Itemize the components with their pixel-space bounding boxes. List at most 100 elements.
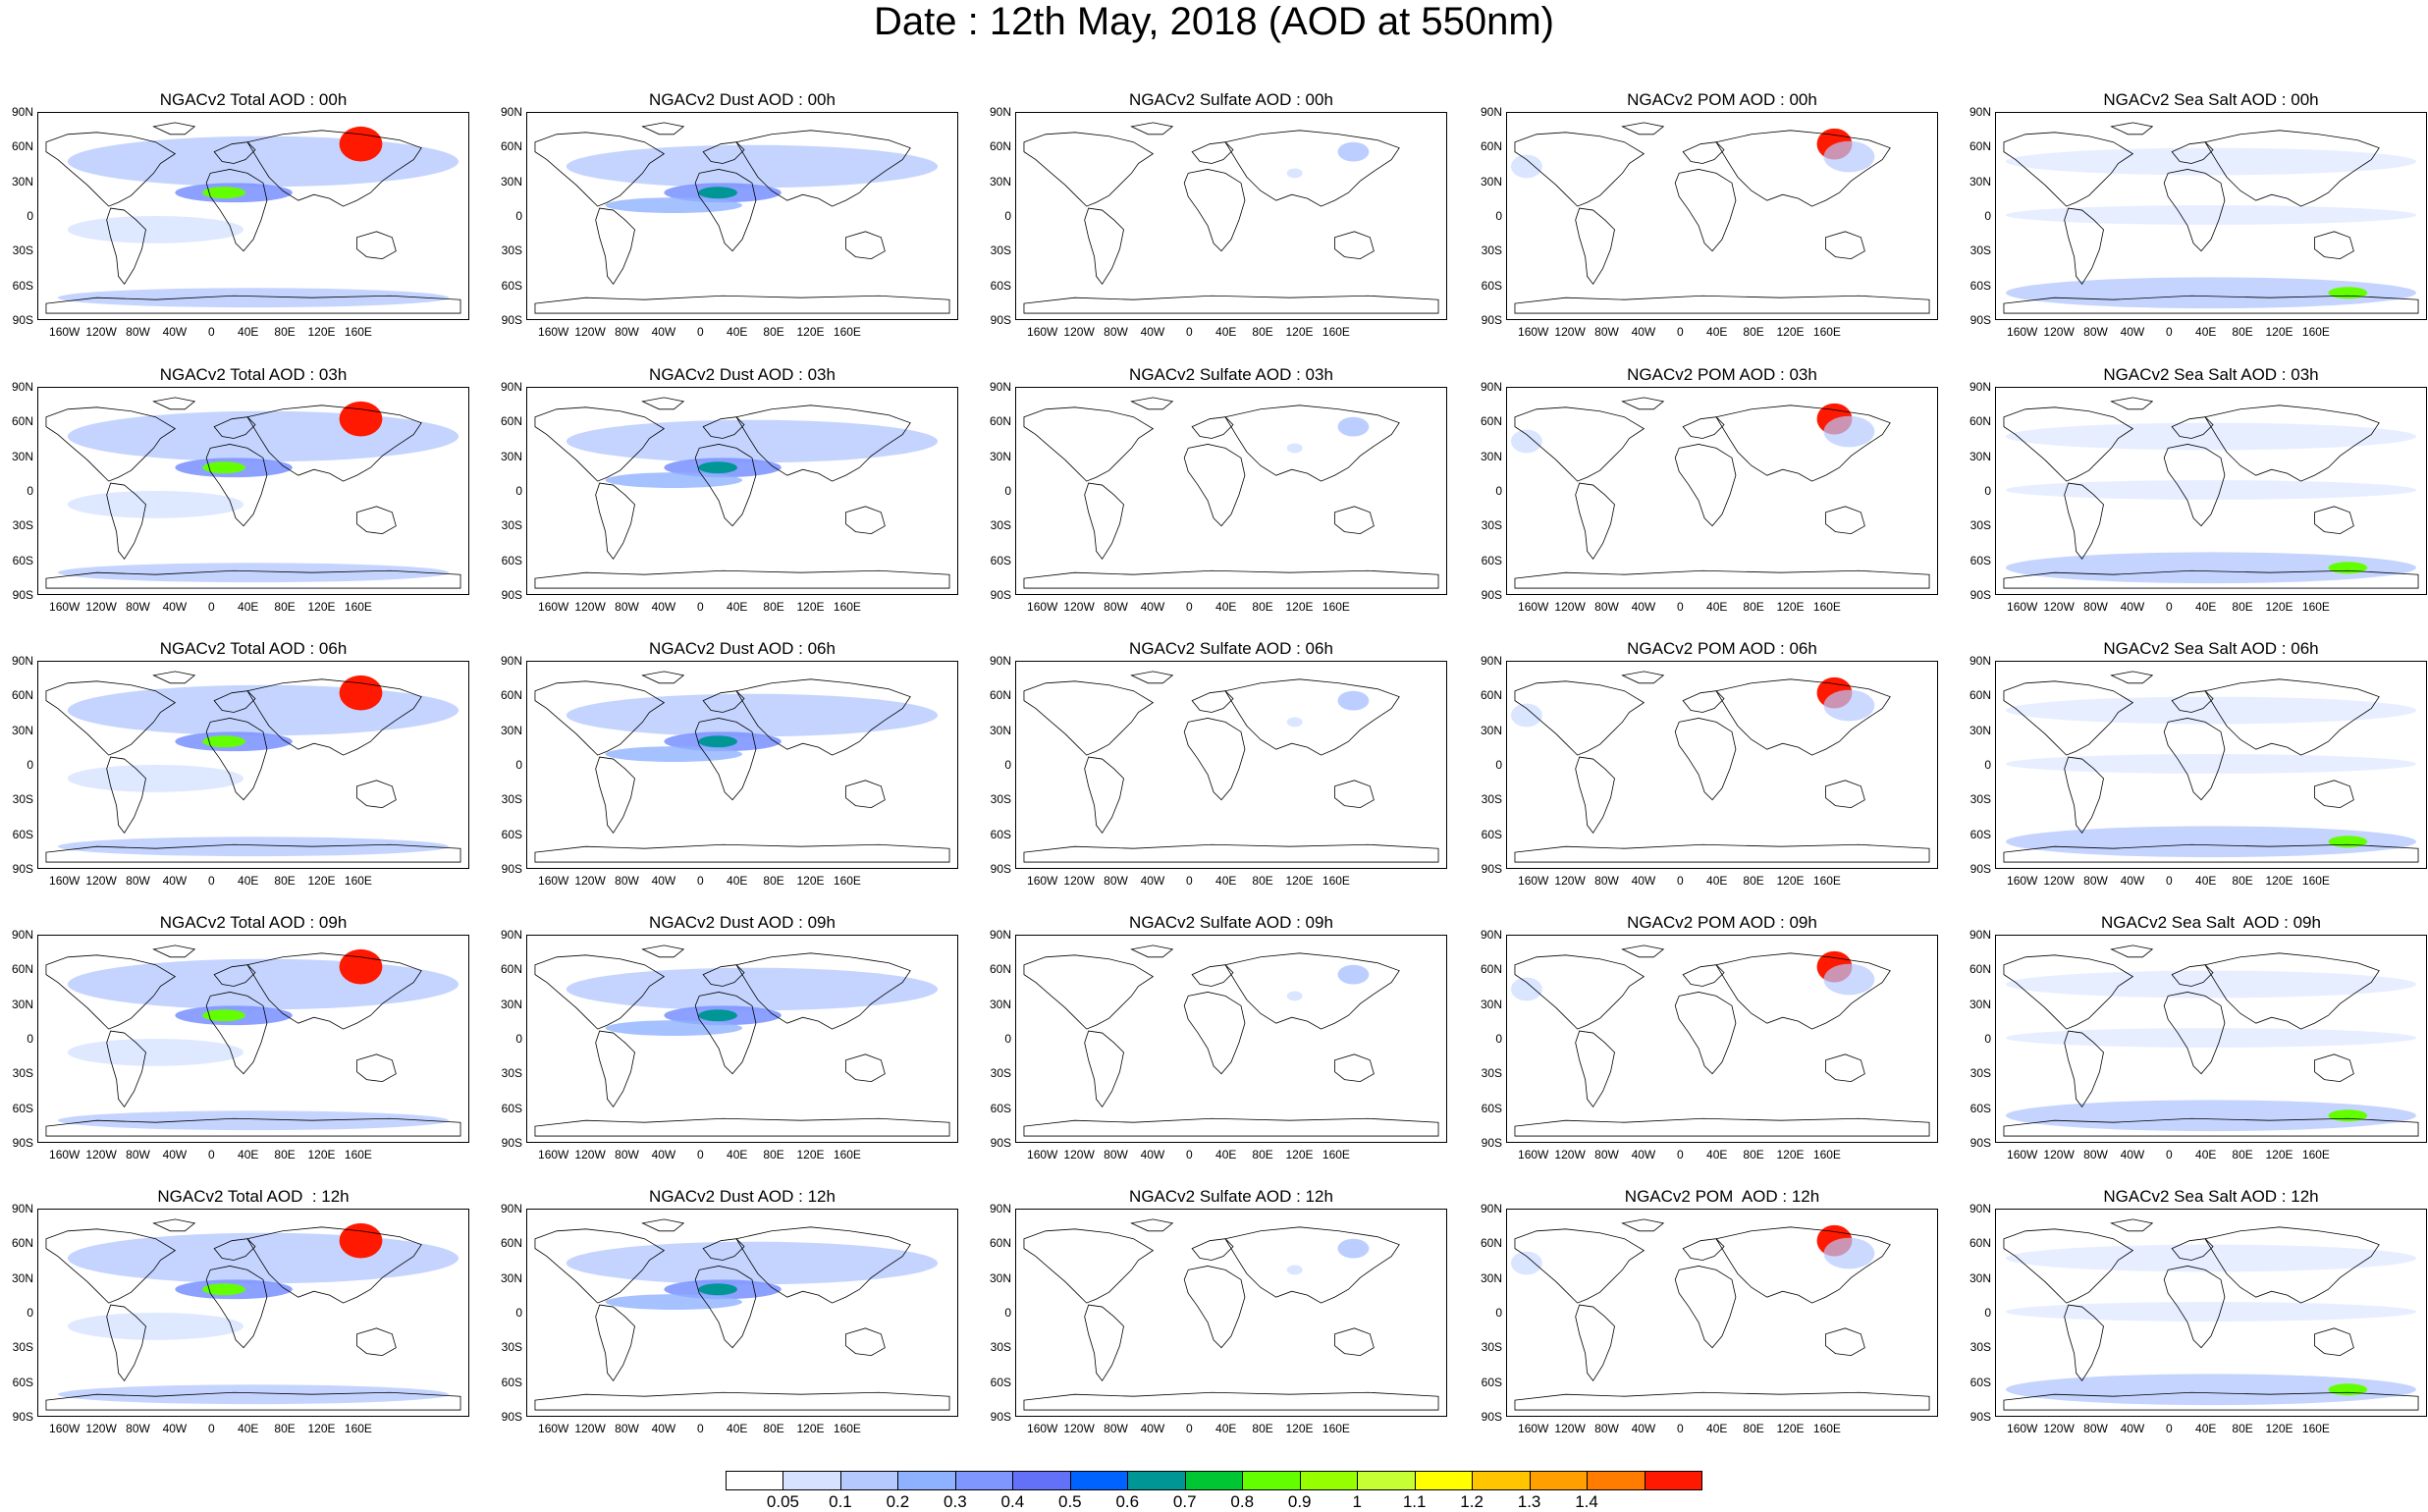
aerosol-field bbox=[339, 948, 383, 985]
lat-tick-label: 90N bbox=[989, 654, 1011, 668]
coastline bbox=[1514, 1228, 1646, 1304]
lon-tick-label: 160E bbox=[2301, 1148, 2330, 1161]
coastline bbox=[1825, 1327, 1865, 1356]
map-svg bbox=[2003, 945, 2419, 1137]
map-panel: NGACv2 Dust AOD : 06h 90N 60N 30N 0 30S 60S 90S… bbox=[501, 639, 958, 906]
lat-tick-label: 0 bbox=[515, 484, 522, 498]
aerosol-field bbox=[1510, 1251, 1542, 1275]
lat-tick-label: 0 bbox=[1984, 1306, 1991, 1320]
coastline bbox=[2314, 1053, 2354, 1082]
lon-tick-label: 0 bbox=[1185, 874, 1193, 888]
coastline bbox=[2163, 992, 2226, 1075]
coastline bbox=[246, 405, 422, 482]
map-panel: NGACv2 Sulfate AOD : 09h 90N 60N 30N 0 30S 60S… bbox=[990, 913, 1447, 1180]
lat-tick-label: 60N bbox=[500, 414, 522, 429]
lon-tick-label: 80W bbox=[1594, 1422, 1619, 1435]
coastline bbox=[1023, 569, 1439, 589]
lat-tick-label: 60N bbox=[1480, 414, 1502, 429]
lon-tick-label: 160W bbox=[49, 1148, 81, 1161]
coastline bbox=[2110, 122, 2154, 135]
aerosol-field bbox=[1823, 140, 1875, 173]
colorbar-swatch bbox=[1242, 1471, 1301, 1490]
lat-tick-label: 30N bbox=[11, 174, 33, 189]
lon-tick-label: 80E bbox=[2232, 325, 2253, 339]
colorbar-swatch bbox=[1299, 1471, 1359, 1490]
lon-tick-label: 120E bbox=[1285, 325, 1314, 339]
aerosol-field bbox=[1510, 977, 1542, 1001]
lat-tick-label: 30N bbox=[989, 723, 1011, 737]
aerosol-field bbox=[605, 472, 742, 489]
panel-title: NGACv2 Sulfate AOD : 00h bbox=[1129, 90, 1333, 109]
colorbar-swatch bbox=[839, 1471, 899, 1490]
panel-title: NGACv2 POM AOD : 06h bbox=[1627, 639, 1817, 658]
lat-tick-label: 0 bbox=[1004, 484, 1011, 498]
lon-tick-label: 40E bbox=[2195, 600, 2217, 614]
colorbar-label: 0.5 bbox=[1057, 1492, 1082, 1511]
lon-tick-label: 120W bbox=[574, 600, 606, 614]
lon-tick-label: 80E bbox=[274, 1148, 296, 1161]
lon-tick-label: 80W bbox=[615, 874, 639, 888]
aerosol-field bbox=[2005, 552, 2417, 584]
coastline bbox=[1023, 1228, 1155, 1304]
aerosol-field bbox=[202, 1283, 246, 1296]
lon-tick-label: 160W bbox=[2007, 874, 2038, 888]
map-panel: NGACv2 Dust AOD : 09h 90N 60N 30N 0 30S 60S 90S… bbox=[501, 913, 958, 1180]
lat-tick-label: 60S bbox=[990, 1375, 1011, 1389]
lon-tick-label: 0 bbox=[696, 325, 704, 339]
lon-tick-label: 160E bbox=[1812, 600, 1841, 614]
lat-tick-label: 60S bbox=[12, 1375, 33, 1389]
lon-tick-label: 80E bbox=[274, 1422, 296, 1435]
lon-tick-label: 160W bbox=[49, 600, 81, 614]
lon-tick-label: 40E bbox=[727, 1148, 748, 1161]
lat-tick-label: 0 bbox=[1004, 1306, 1011, 1320]
coastline bbox=[152, 671, 196, 684]
lon-tick-label: 120E bbox=[2265, 1422, 2293, 1435]
lat-tick-label: 60N bbox=[1969, 962, 1991, 977]
map-area bbox=[1015, 1209, 1447, 1417]
coastline bbox=[2171, 690, 2214, 713]
lat-tick-label: 60N bbox=[989, 1236, 1011, 1251]
map-area bbox=[1506, 387, 1938, 595]
lat-tick-label: 90N bbox=[500, 654, 522, 668]
lon-tick-label: 160E bbox=[833, 1148, 861, 1161]
lat-tick-label: 30N bbox=[1969, 174, 1991, 189]
coastline bbox=[152, 397, 196, 410]
lat-tick-label: 60N bbox=[500, 1236, 522, 1251]
lon-tick-label: 40W bbox=[162, 600, 188, 614]
coastline bbox=[1825, 1053, 1865, 1082]
coastline bbox=[2204, 678, 2380, 756]
coastline bbox=[1084, 482, 1124, 561]
map-svg bbox=[1023, 1218, 1439, 1411]
lat-tick-label: 90S bbox=[1969, 588, 1991, 602]
lon-tick-label: 80E bbox=[1743, 600, 1764, 614]
lon-tick-label: 40W bbox=[1631, 325, 1656, 339]
lat-tick-label: 30S bbox=[501, 1340, 522, 1355]
coastline bbox=[2003, 132, 2134, 207]
lat-tick-label: 30S bbox=[1481, 518, 1502, 533]
lon-tick-label: 40E bbox=[2195, 1422, 2217, 1435]
coastline bbox=[45, 132, 177, 207]
lat-tick-label: 60S bbox=[1969, 827, 1991, 841]
aerosol-field bbox=[2005, 1244, 2417, 1272]
map-svg bbox=[45, 397, 461, 589]
coastline bbox=[45, 1117, 461, 1137]
lat-tick-label: 90S bbox=[12, 588, 33, 602]
lon-tick-label: 160E bbox=[833, 1422, 861, 1435]
coastline bbox=[595, 207, 635, 286]
colorbar-swatch bbox=[1127, 1471, 1186, 1490]
lat-tick-label: 30N bbox=[989, 449, 1011, 463]
lat-tick-label: 90N bbox=[1480, 1202, 1502, 1215]
map-area bbox=[1015, 112, 1447, 320]
coastline bbox=[2110, 945, 2154, 958]
aerosol-field bbox=[1286, 991, 1303, 1001]
lon-tick-label: 80E bbox=[2232, 1148, 2253, 1161]
lon-tick-label: 120E bbox=[796, 874, 825, 888]
lon-tick-label: 120W bbox=[1063, 1148, 1095, 1161]
coastline bbox=[246, 1226, 422, 1304]
coastline bbox=[1224, 130, 1400, 207]
aerosol-field bbox=[1337, 141, 1370, 162]
map-panel: NGACv2 Total AOD : 12h 90N 60N 30N 0 30S 60S 90… bbox=[12, 1187, 469, 1454]
coastline bbox=[2163, 1266, 2226, 1349]
lon-tick-label: 120E bbox=[1285, 1148, 1314, 1161]
coastline bbox=[246, 130, 422, 207]
